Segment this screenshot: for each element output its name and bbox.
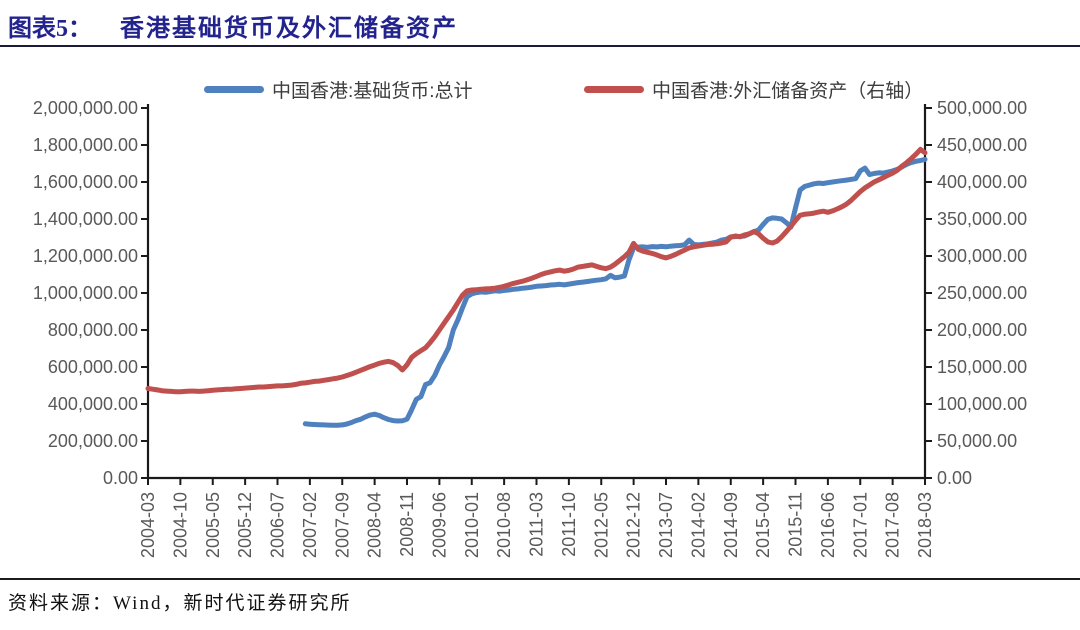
figure-header: 图表5： 香港基础货币及外汇储备资产 (0, 0, 1080, 47)
left-axis-tick-label: 600,000.00 (48, 357, 138, 377)
legend-label: 中国香港:基础货币:总计 (272, 80, 473, 102)
x-axis-tick-label: 2007-09 (332, 492, 352, 558)
x-axis-tick-label: 2010-01 (462, 492, 482, 558)
right-axis-tick-label: 300,000.00 (937, 246, 1027, 266)
x-axis-tick-label: 2011-03 (527, 492, 547, 557)
x-axis-tick-label: 2013-07 (656, 492, 676, 558)
axis-labels: 2,000,000.00 500,000.00 1,800,000.00 450,00… (33, 98, 1027, 558)
x-axis-tick-label: 2017-01 (850, 492, 870, 558)
x-axis-tick-label: 2008-11 (397, 492, 417, 557)
x-axis-tick-label: 2018-03 (915, 492, 935, 558)
right-axis-tick-label: 350,000.00 (937, 209, 1027, 229)
right-axis-tick-label: 200,000.00 (937, 320, 1027, 340)
series-line-fx-reserves (145, 146, 928, 395)
left-axis-tick-label: 1,600,000.00 (33, 172, 138, 192)
x-axis-tick-label: 2012-12 (624, 492, 644, 558)
legend-item-fx-reserves: 中国香港:外汇储备资产（右轴） (584, 76, 923, 102)
x-axis-tick-label: 2009-06 (429, 492, 449, 558)
x-axis-tick-label: 2005-12 (235, 492, 255, 558)
x-axis-tick-label: 2008-04 (365, 492, 385, 558)
x-axis-tick-label: 2017-08 (883, 492, 903, 558)
left-axis-tick-label: 1,000,000.00 (33, 283, 138, 303)
left-axis-tick-label: 1,200,000.00 (33, 246, 138, 266)
chart-legend: 中国香港:基础货币:总计 中国香港:外汇储备资产（右轴） (0, 76, 1080, 102)
source-note: 资料来源：Wind，新时代证券研究所 (8, 593, 352, 614)
left-axis-tick-label: 2,000,000.00 (33, 98, 138, 118)
x-axis-tick-label: 2007-02 (300, 492, 320, 558)
x-axis-tick-label: 2010-08 (494, 492, 514, 558)
legend-swatch-blue (204, 85, 264, 93)
figure-title: 香港基础货币及外汇储备资产 (120, 16, 458, 42)
series-line-base-money (302, 156, 928, 428)
tick-marks (141, 107, 932, 485)
right-axis-tick-label: 0.00 (937, 468, 972, 488)
x-axis-tick-label: 2015-11 (786, 492, 806, 557)
axes (146, 104, 927, 480)
right-axis-tick-label: 400,000.00 (937, 172, 1027, 192)
figure-number-label: 图表5： (8, 16, 92, 42)
left-axis-tick-label: 1,800,000.00 (33, 135, 138, 155)
left-axis-tick-label: 0.00 (103, 468, 138, 488)
legend-swatch-red (584, 85, 644, 93)
x-axis-tick-label: 2006-07 (268, 492, 288, 558)
x-axis-tick-label: 2004-03 (138, 492, 158, 558)
footer-divider (0, 578, 1080, 580)
legend-label: 中国香港:外汇储备资产（右轴） (652, 80, 924, 102)
x-axis-tick-label: 2005-05 (203, 492, 223, 558)
right-axis-tick-label: 450,000.00 (937, 135, 1027, 155)
left-axis-tick-label: 400,000.00 (48, 394, 138, 414)
x-axis-tick-label: 2004-10 (170, 492, 190, 558)
x-axis-tick-label: 2015-04 (753, 492, 773, 558)
right-axis-tick-label: 250,000.00 (937, 283, 1027, 303)
legend-item-base-money: 中国香港:基础货币:总计 (204, 76, 473, 102)
right-axis-tick-label: 50,000.00 (937, 431, 1017, 451)
right-axis-tick-label: 100,000.00 (937, 394, 1027, 414)
left-axis-tick-label: 800,000.00 (48, 320, 138, 340)
x-axis-tick-label: 2016-06 (818, 492, 838, 558)
right-axis-tick-label: 500,000.00 (937, 98, 1027, 118)
left-axis-tick-label: 200,000.00 (48, 431, 138, 451)
x-axis-tick-label: 2014-09 (721, 492, 741, 558)
left-axis-tick-label: 1,400,000.00 (33, 209, 138, 229)
x-axis-tick-label: 2014-02 (688, 492, 708, 558)
x-axis-tick-label: 2012-05 (591, 492, 611, 558)
right-axis-tick-label: 150,000.00 (937, 357, 1027, 377)
x-axis-tick-label: 2011-10 (559, 492, 579, 557)
